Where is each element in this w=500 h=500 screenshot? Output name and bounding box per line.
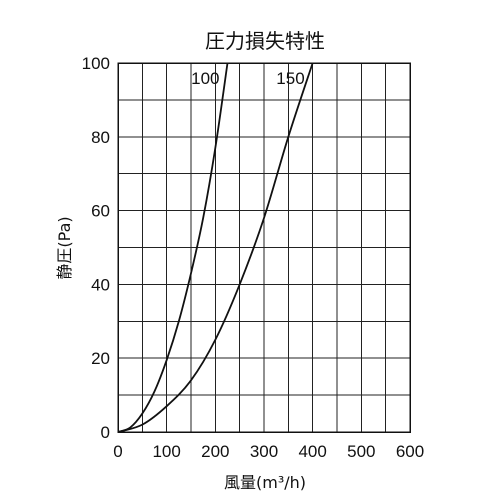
y-tick-label: 0 — [101, 423, 110, 442]
y-tick-labels: 0 20 40 60 80 100 — [82, 54, 110, 442]
series-label-100: 100 — [191, 69, 219, 88]
series-line-100 — [117, 62, 229, 433]
x-axis-label: 風量(m³/h) — [224, 473, 306, 492]
x-tick-label: 200 — [201, 442, 229, 461]
y-tick-label: 80 — [91, 128, 110, 147]
x-tick-label: 400 — [298, 442, 326, 461]
series-curves — [117, 62, 314, 433]
x-tick-label: 500 — [347, 442, 375, 461]
series-line-150 — [117, 62, 314, 433]
grid — [118, 63, 410, 432]
y-tick-label: 100 — [82, 54, 110, 73]
y-tick-label: 60 — [91, 202, 110, 221]
series-labels: 100 150 — [191, 69, 305, 88]
y-tick-label: 40 — [91, 275, 110, 294]
x-tick-label: 600 — [396, 442, 424, 461]
x-tick-label: 0 — [113, 442, 122, 461]
x-tick-label: 100 — [152, 442, 180, 461]
x-tick-label: 300 — [250, 442, 278, 461]
chart-title: 圧力損失特性 — [205, 29, 325, 53]
x-tick-labels: 0 100 200 300 400 500 600 — [113, 442, 424, 461]
y-axis-label: 静圧(Pa) — [55, 216, 74, 279]
plot-frame — [117, 62, 411, 433]
series-label-150: 150 — [276, 69, 304, 88]
y-tick-label: 20 — [91, 349, 110, 368]
